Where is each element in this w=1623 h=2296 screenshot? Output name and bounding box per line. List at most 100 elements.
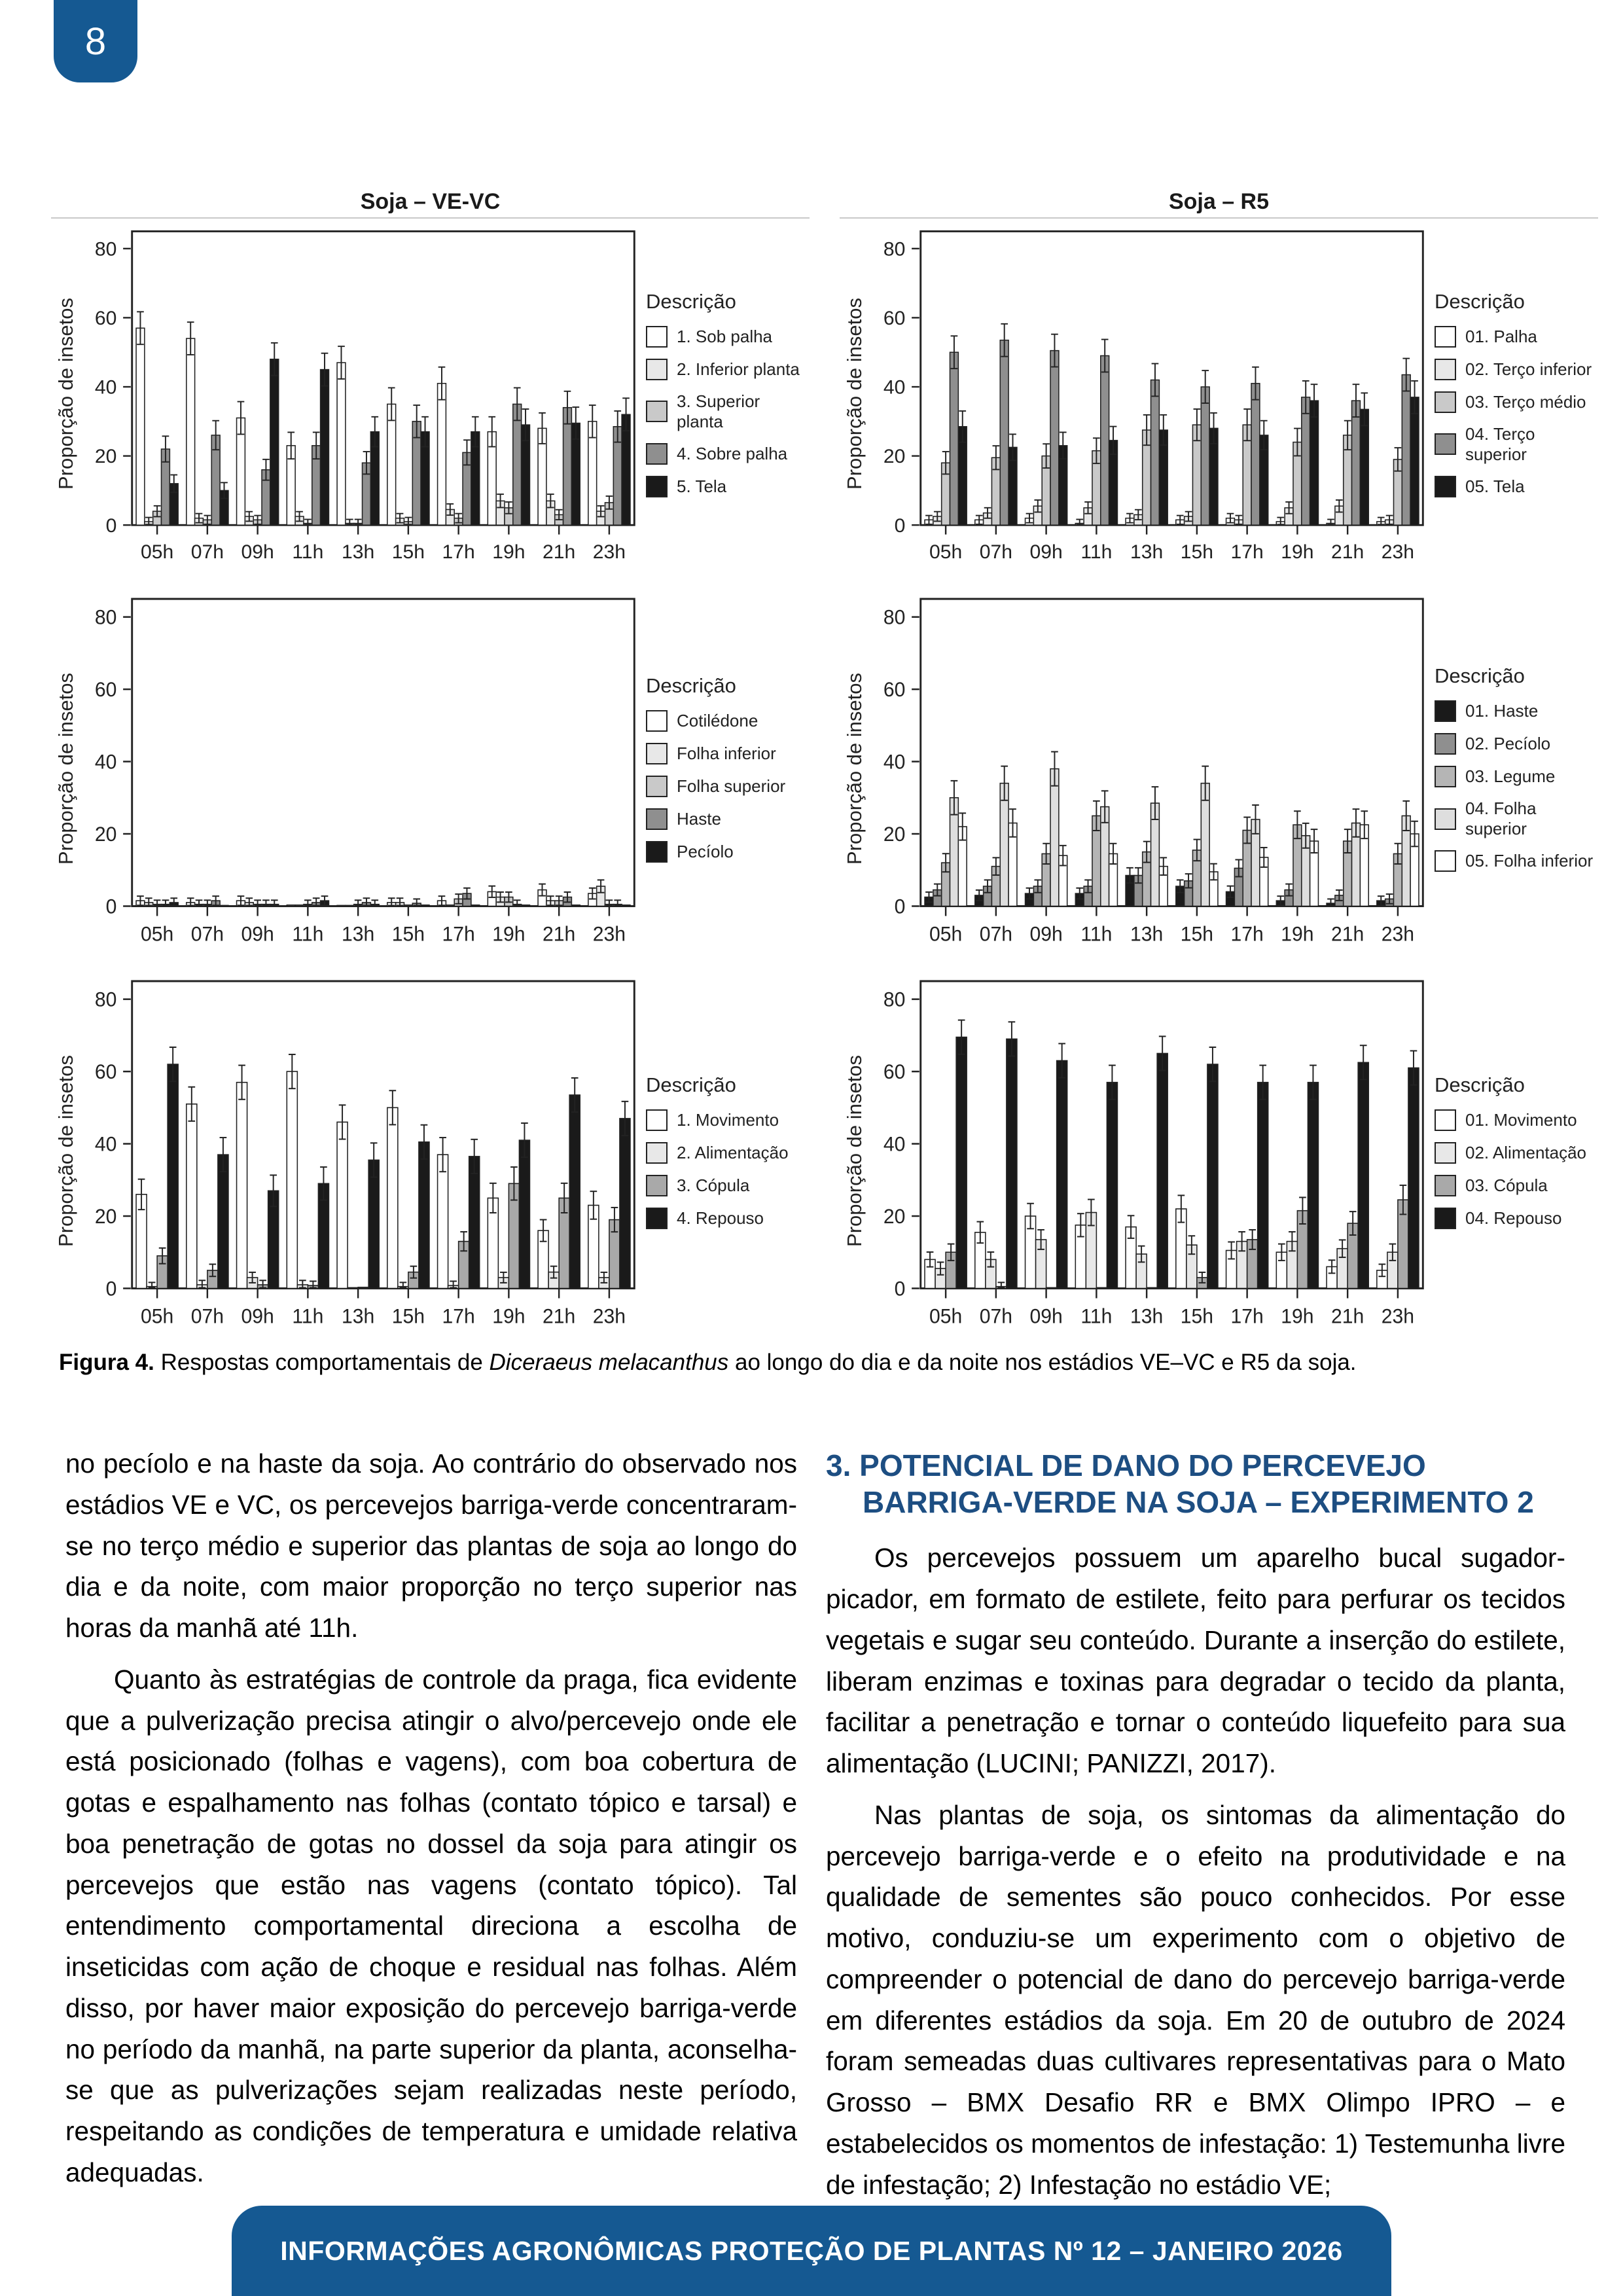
svg-text:0: 0 bbox=[106, 895, 117, 918]
legend-swatch bbox=[646, 1109, 668, 1131]
legend-swatch bbox=[1435, 433, 1456, 456]
legend-item: 05. Folha inferior bbox=[1435, 850, 1598, 872]
chart-legend: Descrição 01. Palha 02. Terço inferior 03. … bbox=[1429, 223, 1598, 565]
svg-text:40: 40 bbox=[95, 751, 117, 774]
paragraph: Quanto às estratégias de controle da pra… bbox=[65, 1664, 797, 2188]
legend-swatch bbox=[1435, 475, 1456, 497]
legend-swatch bbox=[646, 775, 668, 797]
svg-text:19h: 19h bbox=[1281, 541, 1313, 563]
svg-text:20: 20 bbox=[883, 823, 906, 846]
svg-text:23h: 23h bbox=[593, 541, 626, 563]
legend-item: 03. Legume bbox=[1435, 766, 1598, 788]
page-number: 8 bbox=[84, 20, 107, 63]
legend-label: 04. Folha superior bbox=[1465, 798, 1537, 839]
legend-item: Haste bbox=[646, 808, 810, 830]
svg-text:80: 80 bbox=[95, 239, 116, 260]
legend-swatch bbox=[1435, 1207, 1456, 1229]
legend-label: Haste bbox=[677, 808, 721, 829]
page-number-badge: 8 bbox=[54, 0, 137, 82]
legend-item: 01. Palha bbox=[1435, 325, 1598, 348]
legend-item: 03. Terço médio bbox=[1435, 391, 1598, 413]
chart-legend: Descrição 01. Haste 02. Pecíolo 03. Legume 0… bbox=[1429, 590, 1598, 948]
legend-title: Descrição bbox=[1435, 664, 1525, 688]
chart-plot: 0 20 40 60 80 05h 07h 09h 11h 13h 15h 17h 19h 21h 23h bbox=[95, 598, 635, 946]
legend-label: Cotilédone bbox=[677, 710, 758, 730]
legend-label: Folha superior bbox=[677, 776, 786, 796]
paragraph: Os percevejos possuem um aparelho bucal … bbox=[826, 1543, 1565, 1779]
svg-text:40: 40 bbox=[95, 1134, 117, 1157]
legend-label: 2. Inferior planta bbox=[677, 359, 800, 379]
legend-title: Descrição bbox=[646, 289, 736, 313]
legend-item: Cotilédone bbox=[646, 709, 810, 732]
svg-text:80: 80 bbox=[883, 239, 905, 260]
legend-swatch bbox=[646, 709, 668, 732]
svg-text:15h: 15h bbox=[1181, 541, 1213, 563]
legend-title: Descrição bbox=[646, 673, 736, 697]
legend-swatch bbox=[1435, 850, 1456, 872]
legend-label: 04. Terço superior bbox=[1465, 423, 1535, 464]
paragraph: Nas plantas de soja, os sintomas da alim… bbox=[826, 1799, 1565, 2200]
svg-text:13h: 13h bbox=[342, 1306, 374, 1329]
legend-item: 01. Haste bbox=[1435, 700, 1598, 723]
svg-text:21h: 21h bbox=[543, 923, 575, 946]
legend-item: 02. Alimentação bbox=[1435, 1141, 1598, 1164]
svg-text:80: 80 bbox=[95, 989, 117, 1012]
legend-title: Descrição bbox=[1435, 1073, 1525, 1096]
svg-text:40: 40 bbox=[883, 377, 905, 399]
svg-text:23h: 23h bbox=[593, 923, 626, 946]
legend-swatch bbox=[1435, 766, 1456, 788]
legend-swatch bbox=[1435, 733, 1456, 755]
svg-text:09h: 09h bbox=[241, 1306, 274, 1329]
svg-text:19h: 19h bbox=[492, 541, 525, 563]
body-column-right: 3. POTENCIAL DE DANO DO PERCEVEJO BARRIGA… bbox=[826, 1443, 1565, 2215]
chart-plot: 0 20 40 60 80 05h 07h 09h 11h 13h 15h 17h 19h 21h 23h bbox=[95, 980, 635, 1329]
svg-text:13h: 13h bbox=[1130, 1306, 1163, 1329]
svg-text:21h: 21h bbox=[543, 1306, 575, 1329]
svg-text:17h: 17h bbox=[442, 1306, 475, 1329]
svg-text:11h: 11h bbox=[292, 923, 323, 946]
legend-item: 05. Tela bbox=[1435, 475, 1598, 497]
legend-label: 05. Folha inferior bbox=[1465, 851, 1594, 871]
chart-5: Proporção de insetos 0 20 40 60 80 05h 07h 09h 11… bbox=[51, 954, 810, 1330]
y-axis-label: Proporção de insetos bbox=[843, 297, 866, 490]
chart-legend: Descrição 1. Sob palha 2. Inferior planta 3… bbox=[641, 223, 810, 565]
legend-item: 3. Superior planta bbox=[646, 391, 810, 432]
paragraph: no pecíolo e na haste da soja. Ao contrá… bbox=[65, 1448, 797, 1643]
chart-title: Soja – VE-VC bbox=[51, 188, 810, 219]
svg-text:05h: 05h bbox=[929, 541, 962, 563]
chart-4: Proporção de insetos 0 20 40 60 80 05h 07h 09h 11… bbox=[840, 571, 1598, 948]
legend-swatch bbox=[646, 475, 668, 497]
section-heading-line2: BARRIGA-VERDE NA SOJA – EXPERIMENTO 2 bbox=[863, 1485, 1534, 1520]
svg-text:0: 0 bbox=[895, 1278, 906, 1300]
svg-text:60: 60 bbox=[883, 678, 906, 701]
svg-text:17h: 17h bbox=[442, 923, 475, 946]
chart-1: Soja – VE-VC Proporção de insetos 0 20 40 60 8… bbox=[51, 188, 810, 565]
legend-title: Descrição bbox=[646, 1073, 736, 1096]
legend-label: 05. Tela bbox=[1465, 476, 1525, 496]
legend-item: 5. Tela bbox=[646, 475, 810, 497]
svg-text:05h: 05h bbox=[929, 1306, 962, 1329]
svg-text:20: 20 bbox=[883, 1206, 906, 1229]
chart-legend: Descrição 1. Movimento 2. Alimentação 3. Có… bbox=[641, 972, 810, 1330]
svg-text:17h: 17h bbox=[442, 541, 475, 563]
legend-swatch bbox=[646, 401, 668, 423]
legend-title: Descrição bbox=[1435, 289, 1525, 313]
svg-text:15h: 15h bbox=[1181, 923, 1213, 946]
svg-text:15h: 15h bbox=[392, 1306, 425, 1329]
svg-text:60: 60 bbox=[883, 1061, 906, 1084]
legend-item: 04. Folha superior bbox=[1435, 798, 1598, 839]
legend-swatch bbox=[646, 325, 668, 348]
svg-text:11h: 11h bbox=[1080, 923, 1112, 946]
legend-swatch bbox=[1435, 1174, 1456, 1196]
svg-text:23h: 23h bbox=[1382, 923, 1414, 946]
figure-caption-label: Figura 4. bbox=[59, 1350, 154, 1375]
svg-text:21h: 21h bbox=[1331, 923, 1364, 946]
legend-swatch bbox=[646, 742, 668, 764]
svg-text:07h: 07h bbox=[191, 1306, 224, 1329]
legend-item: 4. Repouso bbox=[646, 1207, 810, 1229]
figure-caption-text: Respostas comportamentais de bbox=[154, 1350, 490, 1375]
legend-label: 03. Terço médio bbox=[1465, 391, 1586, 412]
svg-text:60: 60 bbox=[95, 678, 117, 701]
legend-item: 1. Sob palha bbox=[646, 325, 810, 348]
legend-item: Folha inferior bbox=[646, 742, 810, 764]
